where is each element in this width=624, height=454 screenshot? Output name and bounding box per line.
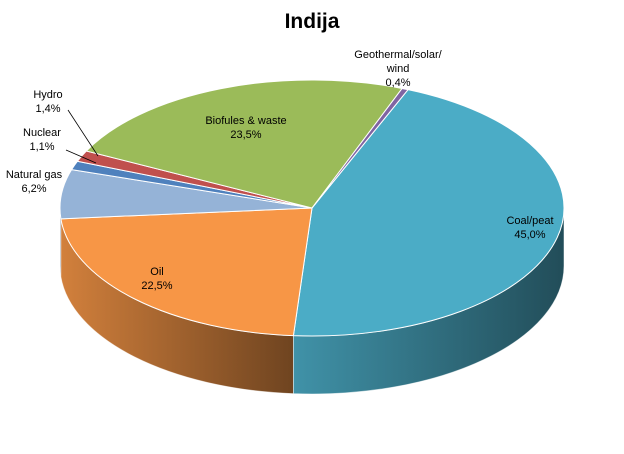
- pie-slice-1: [60, 207, 313, 337]
- slice-label-4: Hydro 1,4%: [33, 89, 62, 115]
- slice-label-6: Geothermal/solar/wind 0,4%: [354, 49, 442, 89]
- slice-label-0: Coal/peat 45,0%: [506, 215, 553, 241]
- slice-label-5: Biofules & waste 23,5%: [205, 115, 286, 141]
- leader-line-3: [65, 149, 97, 164]
- chart-title: Indija: [284, 10, 340, 33]
- pie-slice-6: [311, 87, 409, 209]
- pie-slice-0: [292, 89, 565, 337]
- slice-label-1: Oil 22,5%: [141, 266, 172, 292]
- slice-label-2: Natural gas 6,2%: [6, 169, 63, 195]
- pie-slice-5: [85, 79, 403, 209]
- slice-label-3: Nuclear 1,1%: [23, 127, 61, 153]
- leader-line-4: [67, 109, 99, 157]
